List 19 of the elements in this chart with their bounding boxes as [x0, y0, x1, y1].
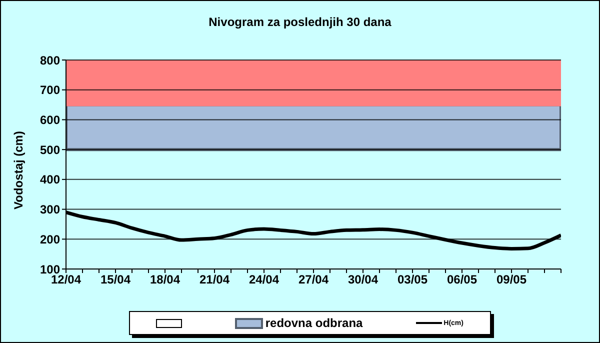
y-tick-label: 700 [40, 83, 60, 98]
x-tick-label: 06/05 [446, 272, 478, 287]
x-tick-label: 15/04 [100, 272, 131, 287]
y-tick-label: 800 [40, 53, 60, 68]
y-tick-label: 400 [40, 172, 60, 187]
x-tick-label: 30/04 [348, 272, 378, 287]
chart-title: Nivogram za poslednjih 30 dana [208, 15, 392, 29]
legend-label: redovna odbrana [265, 316, 363, 330]
y-axis-title: Vodostaj (cm) [11, 131, 26, 210]
x-tick-label: 27/04 [298, 272, 329, 287]
x-tick-label: 18/04 [150, 272, 180, 287]
x-tick-label: 03/05 [397, 272, 428, 287]
y-tick-label: 300 [40, 202, 60, 217]
y-tick-label: 600 [40, 112, 60, 127]
x-tick-label: 09/05 [496, 272, 527, 287]
y-tick-label: 500 [40, 142, 60, 157]
y-tick-label: 200 [40, 232, 60, 246]
x-tick-label: 24/04 [248, 272, 280, 287]
x-tick-label: 21/04 [199, 272, 230, 287]
